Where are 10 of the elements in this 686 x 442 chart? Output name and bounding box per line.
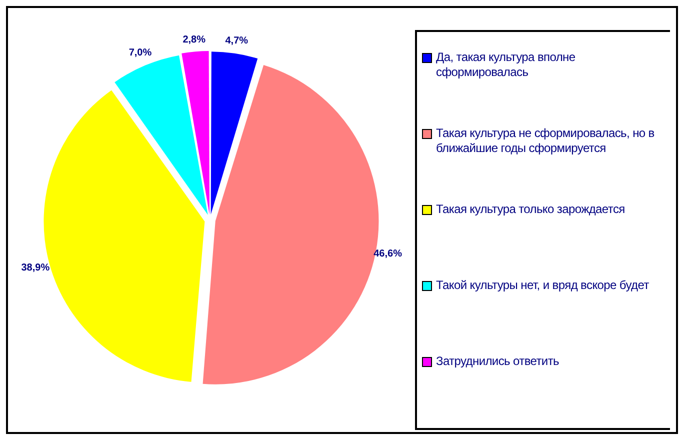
legend-label: Такой культуры нет, и вряд вскоре будет <box>436 278 649 293</box>
legend-label: Такая культура только зарождается <box>436 202 625 217</box>
data-label: 7,0% <box>128 48 152 59</box>
data-label: 2,8% <box>182 34 206 46</box>
data-label: 4,7% <box>225 36 248 47</box>
legend-label: Такая культура не сформировалась, но в ближайшие годы сформируется <box>436 126 656 156</box>
data-label: 46,6% <box>374 248 402 260</box>
legend-label: Затруднились ответить <box>436 354 559 369</box>
data-label: 38,9% <box>21 262 50 274</box>
legend-label: Да, такая культура вполне сформировалась <box>436 50 576 80</box>
